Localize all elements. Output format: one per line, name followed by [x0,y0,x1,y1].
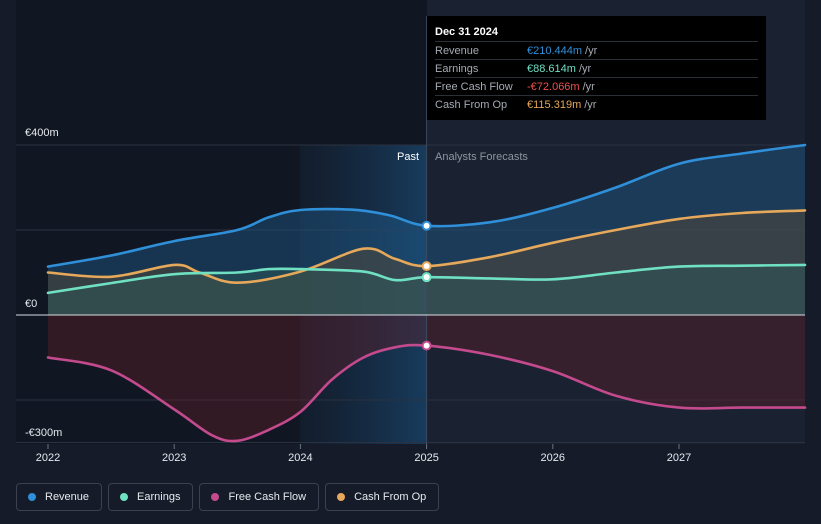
tooltip-markers [421,220,432,351]
legend-label: Cash From Op [354,491,427,503]
x-tick-label: 2026 [541,452,565,464]
legend-item-cash-from-op[interactable]: Cash From Op [325,483,440,511]
line-cash_from_op [46,209,807,285]
x-tick-label: 2027 [667,452,691,464]
legend-dot-icon [28,493,36,501]
tooltip-label: Cash From Op [435,98,508,111]
legend-label: Revenue [45,491,90,503]
line-earnings [46,263,807,295]
legend-dot-icon [211,493,220,501]
tooltip-value: €210.444m [527,44,583,57]
tooltip-value: €88.614m [527,62,576,75]
past-label: Past [397,151,419,163]
x-tick-label: 2024 [288,452,312,464]
tooltip-label: Earnings [435,62,479,75]
tooltip: Dec 31 2024 Revenue €210.444m /yr Earnin… [427,16,766,120]
x-tick-label: 2025 [414,452,438,464]
forecast-label: Analysts Forecasts [435,151,528,163]
x-axis-ticks: 2022 2023 2024 2025 2026 2027 [36,444,691,464]
marker-cash_from_op [421,261,432,272]
marker-earnings [421,272,432,283]
series-lines [46,143,807,443]
tooltip-row-earnings: Earnings €88.614m /yr [435,59,758,77]
marker-revenue [421,220,432,231]
legend-label: Free Cash Flow [228,491,307,503]
line-free_cash_flow [46,343,807,443]
legend-item-free-cash-flow[interactable]: Free Cash Flow [199,483,320,511]
y-axis-bottom-label: -€300m [25,427,62,439]
tooltip-label: Free Cash Flow [435,80,513,93]
area-cash_from_op [48,210,805,315]
tooltip-unit: /yr [582,80,595,93]
tooltip-unit: /yr [585,44,598,57]
tooltip-date: Dec 31 2024 [435,26,498,38]
x-tick-label: 2023 [162,452,186,464]
tooltip-row-cash-from-op: Cash From Op €115.319m /yr [435,95,758,113]
tooltip-label: Revenue [435,44,480,57]
tooltip-unit: /yr [584,98,597,111]
marker-free_cash_flow [421,340,432,351]
legend-dot-icon [120,493,129,501]
line-revenue [46,143,807,268]
legend-dot-icon [337,493,346,501]
tooltip-row-revenue: Revenue €210.444m /yr [435,41,758,59]
legend: Revenue Earnings Free Cash Flow Cash Fro… [16,483,440,511]
tooltip-unit: /yr [578,62,592,75]
area-free_cash_flow [48,315,805,442]
y-axis-zero-label: €0 [25,298,37,310]
legend-item-earnings[interactable]: Earnings [108,483,194,511]
y-axis-top-label: €400m [25,127,59,139]
tooltip-row-free-cash-flow: Free Cash Flow -€72.066m /yr [435,77,758,95]
x-tick-label: 2022 [36,452,60,464]
legend-item-revenue[interactable]: Revenue [16,483,103,511]
tooltip-value: -€72.066m [527,80,580,93]
past-highlight-band [300,145,427,444]
tooltip-value: €115.319m [527,98,582,111]
grid-lines [16,144,805,443]
legend-label: Earnings [137,491,181,503]
